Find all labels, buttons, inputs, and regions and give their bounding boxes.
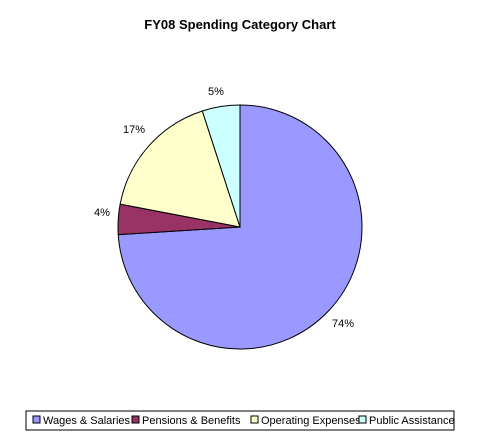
- chart-title: FY08 Spending Category Chart: [144, 17, 336, 32]
- legend-item: Operating Expenses: [250, 415, 361, 427]
- pie-slices: [117, 104, 363, 350]
- legend-item: Wages & Salaries: [32, 415, 131, 427]
- legend-label: Operating Expenses: [261, 415, 361, 427]
- pie-slice-public-assistance: [201, 104, 241, 228]
- legend-label: Public Assistance: [369, 415, 455, 427]
- legend-swatch: [32, 415, 41, 424]
- legend-item: Pensions & Benefits: [131, 415, 241, 427]
- legend-label: Pensions & Benefits: [142, 415, 241, 427]
- slice-value-label: 74%: [332, 318, 354, 330]
- legend-item: Public Assistance: [358, 415, 455, 427]
- legend-swatch: [250, 415, 259, 424]
- slice-value-label: 5%: [208, 86, 224, 98]
- pie-slice-labels: 74% 4% 17% 5%: [94, 86, 354, 330]
- legend-items: Wages & Salaries Pensions & Benefits Opera…: [32, 415, 455, 427]
- legend-label: Wages & Salaries: [43, 415, 131, 427]
- slice-value-label: 17%: [123, 124, 145, 136]
- slice-value-label: 4%: [94, 207, 110, 219]
- legend-swatch: [131, 415, 140, 424]
- pie-slice-operating-expenses: [119, 110, 241, 228]
- legend-swatch: [358, 415, 367, 424]
- legend: Wages & Salaries Pensions & Benefits Opera…: [25, 410, 455, 431]
